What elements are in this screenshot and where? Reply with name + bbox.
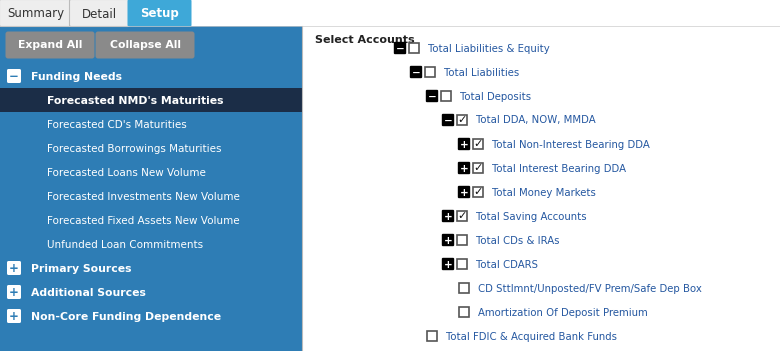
Text: Total Money Markets: Total Money Markets [492,187,596,198]
Text: ✓: ✓ [473,139,483,150]
Bar [427,331,437,341]
FancyBboxPatch shape [441,210,454,222]
FancyBboxPatch shape [441,258,454,270]
Text: ✓: ✓ [457,115,466,126]
FancyBboxPatch shape [0,0,72,26]
Text: Amortization Of Deposit Premium: Amortization Of Deposit Premium [478,307,647,318]
Text: Total Non-Interest Bearing DDA: Total Non-Interest Bearing DDA [492,139,650,150]
Text: Total CDARS: Total CDARS [476,259,538,270]
Bar [0,88,302,112]
Text: +: + [444,236,452,245]
Text: Forecasted NMD's Maturities: Forecasted NMD's Maturities [47,95,224,106]
Text: Forecasted CD's Maturities: Forecasted CD's Maturities [47,119,186,130]
Text: Forecasted Loans New Volume: Forecasted Loans New Volume [47,167,206,178]
Text: Total FDIC & Acquired Bank Funds: Total FDIC & Acquired Bank Funds [446,331,617,342]
Text: −: − [9,70,19,83]
Bar [457,211,467,221]
FancyBboxPatch shape [7,261,21,275]
Text: Collapse All: Collapse All [109,40,180,51]
Text: Non-Core Funding Dependence: Non-Core Funding Dependence [31,311,221,322]
Text: Total Deposits: Total Deposits [460,92,531,101]
Text: Total Interest Bearing DDA: Total Interest Bearing DDA [492,164,626,173]
Text: Detail: Detail [82,7,117,20]
Bar [473,187,483,197]
Text: +: + [459,187,468,198]
Text: +: + [444,212,452,221]
FancyBboxPatch shape [7,285,21,299]
Text: Total Liabilities: Total Liabilities [444,67,519,78]
Text: +: + [9,286,19,299]
Text: ✓: ✓ [457,212,466,221]
FancyBboxPatch shape [410,66,422,78]
Text: ✓: ✓ [473,164,483,173]
FancyBboxPatch shape [7,309,21,323]
FancyBboxPatch shape [95,32,194,59]
Text: −: − [395,44,404,53]
Text: Additional Sources: Additional Sources [31,287,146,298]
Text: Setup: Setup [140,7,179,20]
Bar [409,43,419,53]
Text: −: − [444,115,452,126]
FancyBboxPatch shape [127,0,192,26]
Text: Expand All: Expand All [18,40,82,51]
Text: Primary Sources: Primary Sources [31,264,132,273]
Text: CD Sttlmnt/Unposted/FV Prem/Safe Dep Box: CD Sttlmnt/Unposted/FV Prem/Safe Dep Box [478,284,702,293]
Bar [459,307,469,317]
Text: +: + [444,259,452,270]
Text: Forecasted Fixed Assets New Volume: Forecasted Fixed Assets New Volume [47,216,239,225]
FancyBboxPatch shape [426,90,438,102]
Bar [0,26,302,351]
Text: Funding Needs: Funding Needs [31,72,122,81]
Text: Forecasted Borrowings Maturities: Forecasted Borrowings Maturities [47,144,222,153]
Text: +: + [9,262,19,275]
FancyBboxPatch shape [394,42,406,54]
Bar [459,283,469,293]
Text: −: − [427,92,436,101]
FancyBboxPatch shape [69,0,129,26]
Text: Total Liabilities & Equity: Total Liabilities & Equity [428,44,550,53]
Bar [425,67,435,77]
FancyBboxPatch shape [458,186,470,198]
Bar [473,139,483,149]
Text: −: − [412,67,420,78]
Text: +: + [459,139,468,150]
FancyBboxPatch shape [458,138,470,150]
Text: Select Accounts: Select Accounts [315,35,415,45]
FancyBboxPatch shape [5,32,94,59]
Text: Total CDs & IRAs: Total CDs & IRAs [476,236,559,245]
Text: +: + [9,310,19,323]
Text: ✓: ✓ [473,187,483,198]
FancyBboxPatch shape [7,69,21,83]
Text: Forecasted Investments New Volume: Forecasted Investments New Volume [47,192,240,201]
FancyBboxPatch shape [441,234,454,246]
Text: Unfunded Loan Commitments: Unfunded Loan Commitments [47,239,203,250]
Bar [441,91,451,101]
FancyBboxPatch shape [458,162,470,174]
Bar [302,26,780,351]
Text: Summary: Summary [7,7,64,20]
Text: Total Saving Accounts: Total Saving Accounts [476,212,587,221]
Bar [457,259,467,269]
FancyBboxPatch shape [441,114,454,126]
Bar [457,115,467,125]
Text: Total DDA, NOW, MMDA: Total DDA, NOW, MMDA [476,115,596,126]
Bar [473,163,483,173]
Text: +: + [459,164,468,173]
Bar [457,235,467,245]
